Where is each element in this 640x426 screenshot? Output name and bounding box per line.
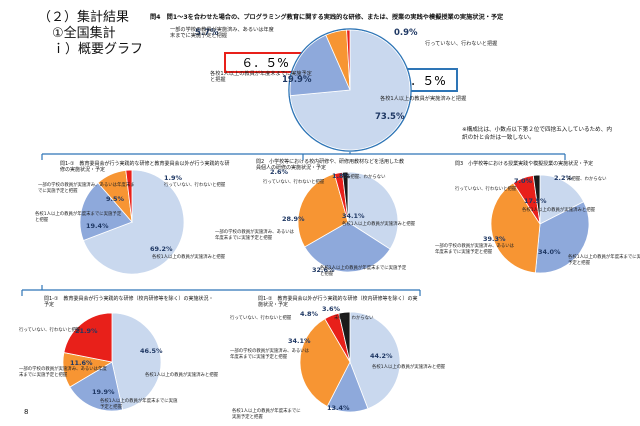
pie0-slice-3 [346,29,351,91]
pie2-value-label-3: 2.6% [270,168,289,176]
pie3-value-label-2: 39.3% [483,235,506,243]
pie3-category-label-2: 一部の学校の教員が実施済み、あるいは年度末までに実施予定と把握 [435,242,515,255]
pie5-category-label-3: 行っていない、行わないと把握 [230,314,292,321]
page-number: 8 [24,408,29,416]
pie3-slice-4 [532,174,541,225]
pie0-value-label-2: 5.7% [195,28,219,38]
pie1-slice-1 [79,182,133,242]
pie1-category-label-0: 各校1人以上の教員が実施済みと把握 [152,253,226,260]
pie3-category-label-0: 各校1人以上の教員が実施済みと把握 [522,206,596,213]
main-pie-outline [288,28,412,152]
connector-lines [21,152,566,296]
heading-results: （２）集計結果 [38,10,130,25]
pie0-value-label-3: 0.9% [394,28,418,38]
pie1-slice-0 [82,169,185,275]
pie0-slice-1 [289,34,351,97]
pie2-category-label-4: 未把握、わからない [346,173,386,180]
chart4-title: 問1-① 教育委員会が行う実践的な研修（校内研修等を除く）の実施状況・予定 [44,296,214,308]
pie4-slice-0 [111,312,162,411]
pie3-value-label-4: 2.2% [554,174,573,182]
pie3-slice-1 [534,201,590,274]
chart3-title: 問3 小学校等における授業実践や模擬授業の実施状況・予定 [455,161,594,167]
pie1-slice-3 [125,169,133,223]
pie5-category-label-0: 各校1人以上の教員が実施済みと把握 [372,363,446,370]
pie1-category-label-2: 一部の学校の教員が実施済み、あるいは年度末までに実施予定と把握 [38,181,135,194]
pie0-category-label-2: 一部の学校の教員が実施済み、あるいは年度末までに実施予定と把握 [170,25,274,39]
chart5-title: 問1-② 教育委員会以外が行う実践的な研修（校内研修等を除く）の実施状況・予定 [258,296,418,308]
pie2-value-label-1: 32.6% [312,266,335,274]
pie4-category-label-3: 行っていない、行わないと把握 [19,326,81,333]
chart1-title: 問1-① 教育委員会が行う実践的な研修と教育委員会以外が行う実践的な研修の実施状… [60,161,230,173]
pie5-category-label-4: 未把握、わからない [334,314,374,321]
pie5-value-label-3: 4.8% [300,310,319,318]
pie4-category-label-2: 一部の学校の教員が実施済み、あるいは年度末までに実施予定と把握 [19,365,107,378]
pie3-slice-0 [539,174,585,225]
pie1-value-label-0: 69.2% [150,245,173,253]
pie5-value-label-2: 34.1% [288,337,311,345]
pie5-category-label-1: 各校1人以上の教員が年度末までに実施予定と把握 [232,407,301,420]
pie5-value-label-4: 3.6% [322,305,341,313]
pie3-category-label-4: 未把握、わからない [567,175,607,182]
pie2-value-label-4: 1.8% [332,172,351,180]
pie2-category-label-2: 一部の学校の教員が実施済み、あるいは年度末までに実施予定と把握 [215,228,295,241]
pie0-value-label-1: 19.9% [282,75,312,85]
pie2-slice-2 [297,173,349,248]
main-chart-title: 問4 問1～3を合わせた場合の、プログラミング教育に関する実践的な研修、または、… [150,14,504,21]
pie3-value-label-0: 17.5% [524,197,547,205]
callout-red-text: ６．５% [241,56,288,70]
pie2-category-label-1: 各校1人以上の教員が年度末までに実施予定と把握 [320,264,407,277]
pie3-value-label-1: 34.0% [538,248,561,256]
pie5-value-label-0: 44.2% [370,352,393,360]
pie1-category-label-1: 各校1人以上の教員が年度末までに実施予定と把握 [35,210,122,223]
pie4-value-label-2: 11.6% [70,359,93,367]
pie0-value-label-0: 73.5% [375,112,405,122]
rounding-note: ※構成比は、小数点以下第２位で四捨五入しているため、内訳の計と合計は一致しない。 [462,127,612,141]
chart2-title: 問2 小学校等における校内研修や、研修用教材などを活用した教員個人の研修の実施状… [256,159,405,171]
pie4-slice-3 [63,312,113,363]
pie1-value-label-1: 19.4% [86,222,109,230]
pie3-category-label-3: 行っていない、行わないと把握 [455,185,517,192]
pie5-value-label-1: 13.4% [327,404,350,412]
pie2-slice-1 [304,221,391,273]
pie5-category-label-2: 一部の学校の教員が実施済み、あるいは年度末までに実施予定と把握 [230,347,310,360]
pie4-category-label-1: 各校1人以上の教員が年度末までに実施予定と把握 [100,397,178,410]
pie2-category-label-0: 各校1人以上の教員が実施済みと把握 [342,220,416,227]
pie1-value-label-3: 1.9% [164,174,183,182]
pie4-slice-1 [69,361,124,412]
pie1-category-label-3: 行っていない、行わないと把握 [164,181,226,188]
pie4-value-label-3: 21.9% [75,327,98,335]
pie5-slice-0 [349,311,401,410]
pie5-slice-4 [338,311,351,363]
heading-national: ①全国集計 [52,26,116,41]
heading-overview: ｉ）概要グラフ [52,42,144,57]
pie0-category-label-0: 各校1人以上の教員が実施済みと把握 [380,94,466,102]
pie0-category-label-1: 各校1人以上の教員が年度末までに実施予定と把握 [210,69,312,83]
pie2-category-label-3: 行っていない、行わないと把握 [263,178,325,185]
pie2-value-label-2: 28.9% [282,215,305,223]
pie0-category-label-3: 行っていない、行わないと把握 [425,39,497,47]
pie4-category-label-0: 各校1人以上の教員が実施済みと把握 [145,371,219,378]
pie2-slice-4 [341,171,349,223]
pie4-value-label-1: 19.9% [92,388,115,396]
pie3-category-label-1: 各校1人以上の教員が年度末までに実施予定と把握 [568,253,640,266]
pie3-value-label-3: 7.0% [514,177,533,185]
pie1-value-label-2: 9.5% [106,195,125,203]
pie4-value-label-0: 46.5% [140,347,163,355]
pie2-value-label-0: 34.1% [342,212,365,220]
